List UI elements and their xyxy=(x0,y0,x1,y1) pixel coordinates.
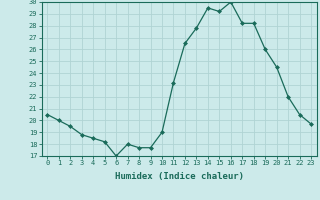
X-axis label: Humidex (Indice chaleur): Humidex (Indice chaleur) xyxy=(115,172,244,181)
